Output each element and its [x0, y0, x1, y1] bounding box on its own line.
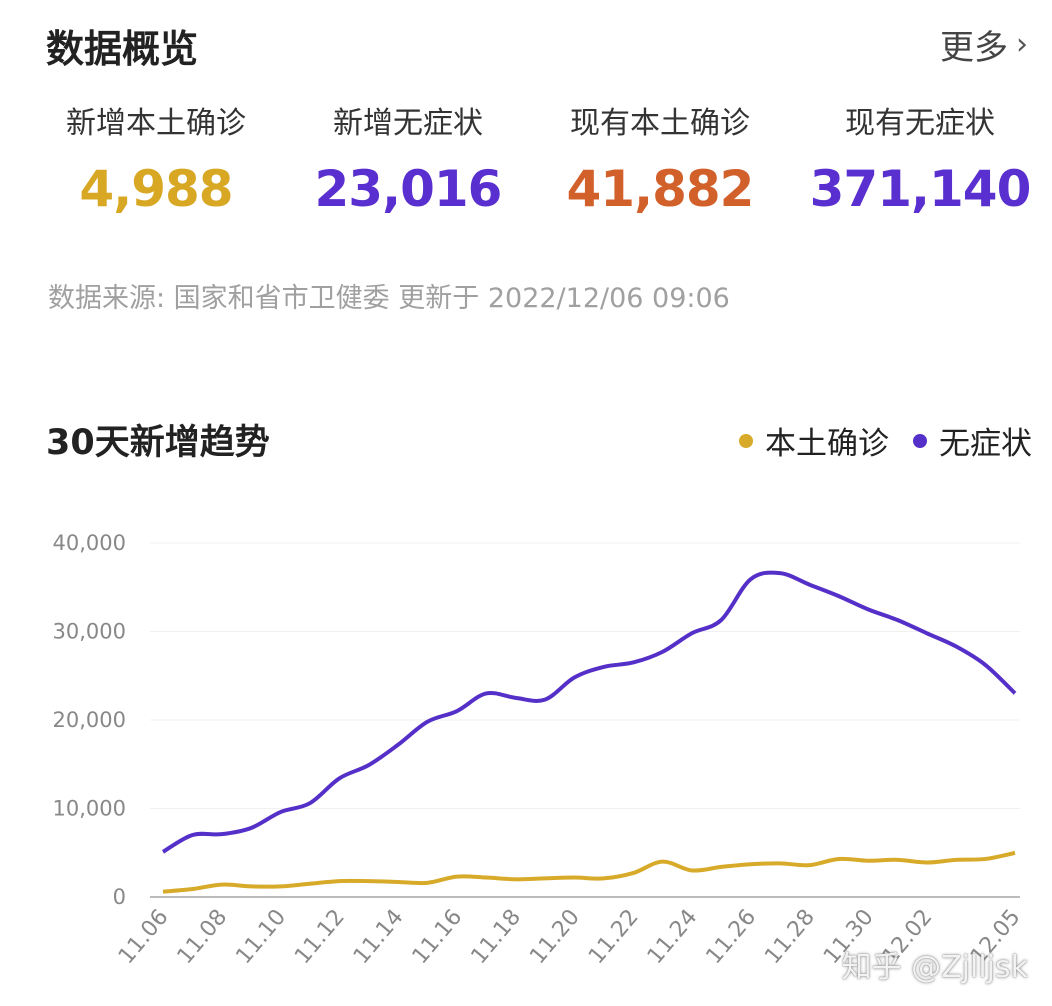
- stat-current-asymptomatic: 现有无症状 371,140: [800, 98, 1040, 218]
- data-source-text: 数据来源: 国家和省市卫健委 更新于 2022/12/06 09:06: [48, 283, 730, 314]
- stat-label: 新增无症状: [333, 106, 483, 141]
- watermark: 知乎 @Zjlljsk: [841, 950, 1028, 985]
- legend-item-asymptomatic[interactable]: 无症状: [913, 418, 1032, 463]
- y-tick-label: 20,000: [53, 708, 126, 732]
- y-tick-label: 40,000: [53, 531, 126, 555]
- stat-label: 现有本土确诊: [570, 106, 750, 141]
- legend-label: 本土确诊: [765, 426, 889, 462]
- chevron-right-icon: ›: [1016, 27, 1028, 62]
- stat-value: 4,988: [79, 160, 233, 218]
- chart-title: 30天新增趋势: [46, 423, 270, 463]
- stat-value: 41,882: [566, 160, 755, 218]
- x-tick-label: 11.24: [643, 905, 703, 969]
- x-tick-label: 11.06: [114, 905, 174, 969]
- stat-label: 新增本土确诊: [66, 106, 246, 141]
- legend-dot-icon: [739, 433, 753, 448]
- y-tick-label: 10,000: [53, 797, 126, 821]
- x-tick-label: 11.14: [349, 905, 409, 969]
- stat-new-asymptomatic: 新增无症状 23,016: [288, 98, 528, 218]
- x-tick-label: 11.20: [525, 905, 585, 969]
- x-tick-label: 11.18: [467, 905, 527, 969]
- page-title: 数据概览: [46, 27, 199, 71]
- x-tick-label: 11.08: [173, 905, 233, 969]
- x-tick-label: 11.10: [231, 905, 291, 969]
- x-tick-label: 11.16: [408, 905, 468, 969]
- chart-legend: 本土确诊 无症状: [739, 418, 1032, 463]
- y-tick-label: 30,000: [53, 620, 126, 644]
- x-tick-label: 11.28: [760, 905, 820, 969]
- y-tick-label: 0: [113, 885, 126, 909]
- stat-new-local-confirmed: 新增本土确诊 4,988: [36, 98, 276, 218]
- legend-dot-icon: [913, 433, 927, 448]
- legend-item-local-confirmed[interactable]: 本土确诊: [739, 418, 889, 463]
- legend-label: 无症状: [939, 426, 1032, 462]
- stat-value: 23,016: [314, 160, 503, 218]
- series-line-asymptomatic: [161, 570, 1017, 854]
- stat-label: 现有无症状: [845, 106, 995, 141]
- more-label: 更多: [940, 28, 1008, 68]
- stat-current-local-confirmed: 现有本土确诊 41,882: [540, 98, 780, 218]
- x-tick-label: 11.22: [584, 905, 644, 969]
- x-tick-label: 11.12: [290, 905, 350, 969]
- series-line-local-confirmed: [162, 850, 1016, 894]
- stat-value: 371,140: [809, 160, 1032, 218]
- more-button[interactable]: 更多 ›: [940, 20, 1028, 69]
- x-tick-label: 11.26: [702, 905, 762, 969]
